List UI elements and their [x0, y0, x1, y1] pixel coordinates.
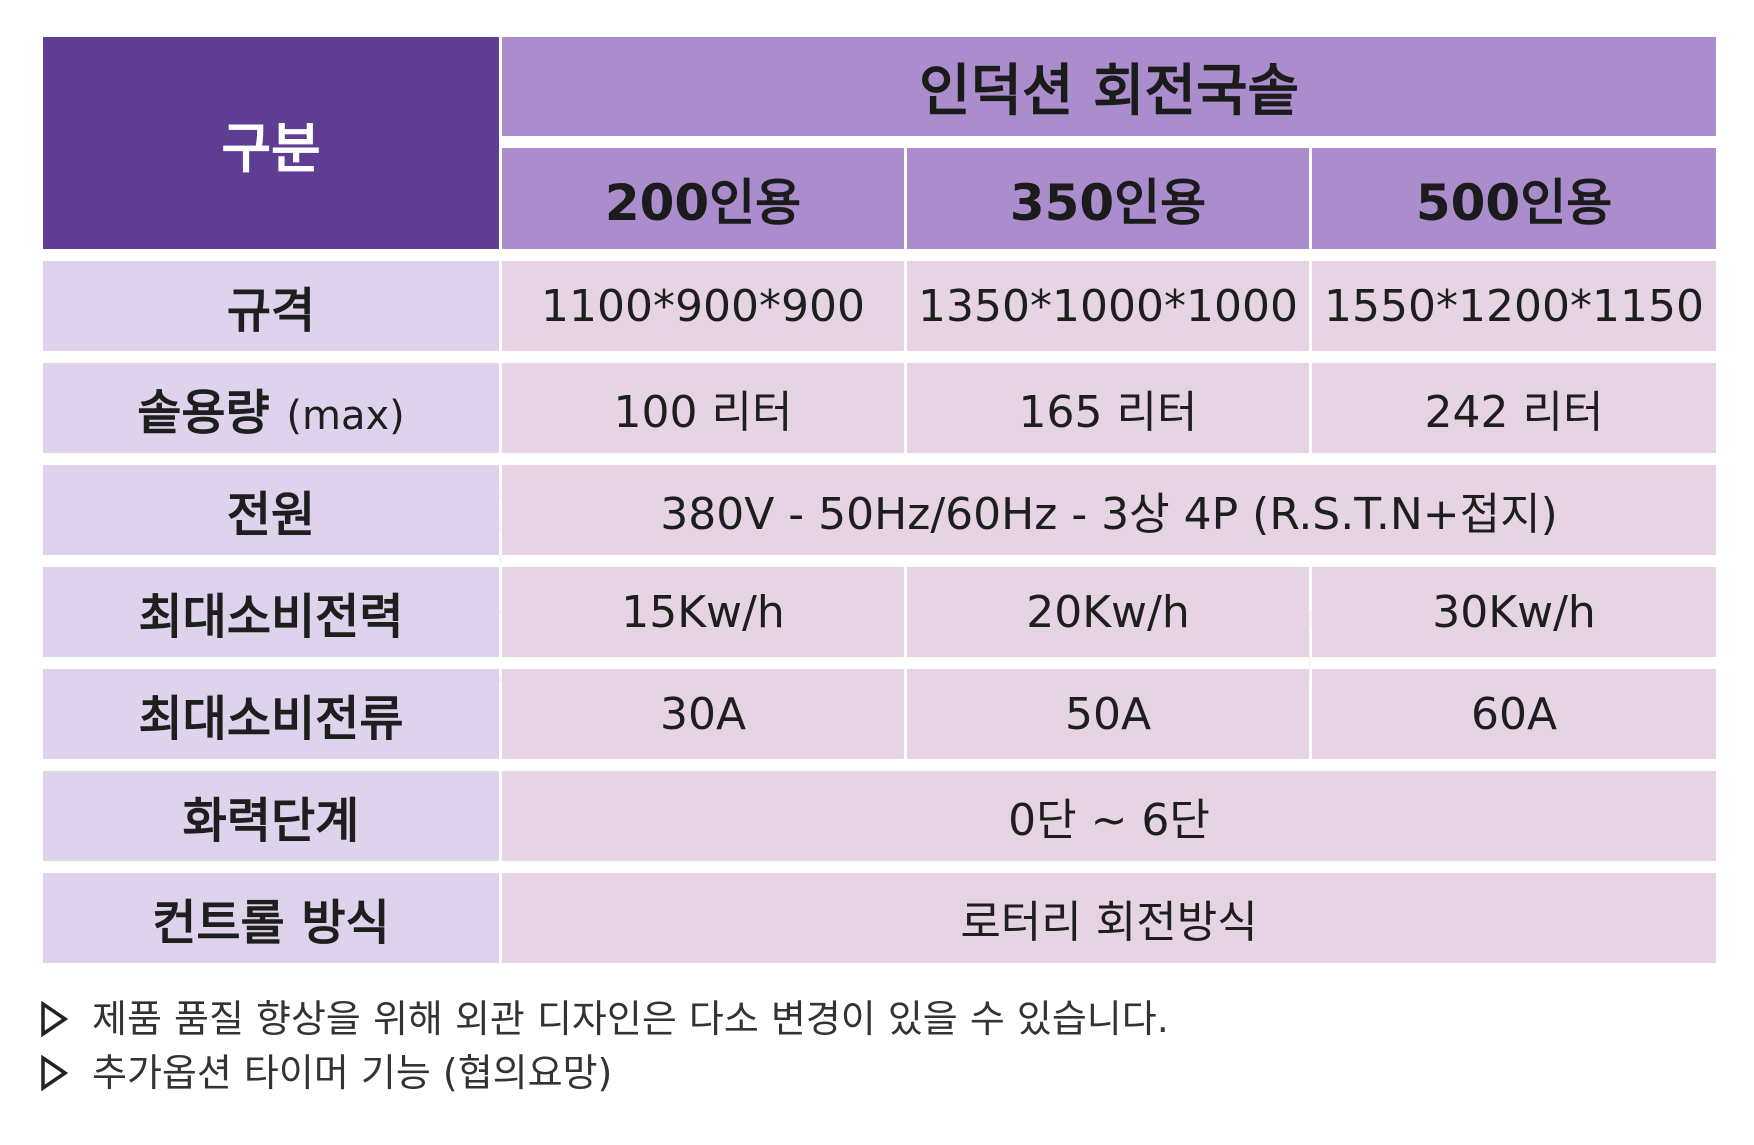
spec-table: 구분 인덕션 회전국솥 200인용 350인용 500인용 규격 1100*90… — [40, 37, 1719, 963]
value-cell: 1550*1200*1150 — [1312, 261, 1717, 363]
value-cell: 30A — [502, 669, 904, 771]
note-text: 제품 품질 향상을 위해 외관 디자인은 다소 변경이 있을 수 있습니다. — [92, 997, 1169, 1041]
value-cell: 1100*900*900 — [502, 261, 904, 363]
value-cell: 60A — [1312, 669, 1717, 771]
row-max-current: 최대소비전류 30A 50A 60A — [43, 669, 1717, 771]
row-label: 최대소비전력 — [43, 567, 499, 669]
row-label: 솥용량 — [137, 385, 270, 441]
value-cell: 15Kw/h — [502, 567, 904, 669]
table-header-row: 구분 인덕션 회전국솥 — [43, 37, 1717, 261]
row-label: 전원 — [43, 465, 499, 567]
value-cell: 20Kw/h — [907, 567, 1309, 669]
value-cell: 242 리터 — [1312, 363, 1717, 465]
triangle-right-outline-icon — [41, 1001, 68, 1037]
value-cell: 50A — [907, 669, 1309, 771]
capacity-500-cell: 500인용 — [1312, 148, 1717, 261]
capacity-200-cell: 200인용 — [502, 148, 904, 261]
triangle-right-outline-icon — [41, 1055, 68, 1091]
capacity-row: 200인용 350인용 500인용 — [43, 148, 1717, 261]
row-label: 화력단계 — [43, 771, 499, 873]
value-cell: 165 리터 — [907, 363, 1309, 465]
row-label: 최대소비전류 — [43, 669, 499, 771]
header-category-cell: 구분 — [43, 37, 499, 261]
note-item: 제품 품질 향상을 위해 외관 디자인은 다소 변경이 있을 수 있습니다. — [40, 1000, 1169, 1038]
row-max-power: 최대소비전력 15Kw/h 20Kw/h 30Kw/h — [43, 567, 1717, 669]
value-cell-merged: 로터리 회전방식 — [502, 873, 1717, 963]
value-cell-merged: 380V - 50Hz/60Hz - 3상 4P (R.S.T.N+접지) — [502, 465, 1717, 567]
value-cell-merged: 0단 ~ 6단 — [502, 771, 1717, 873]
product-title-cell: 인덕션 회전국솥 — [502, 37, 1717, 148]
value-cell: 1350*1000*1000 — [907, 261, 1309, 363]
row-dimensions: 규격 1100*900*900 1350*1000*1000 1550*1200… — [43, 261, 1717, 363]
notes: 제품 품질 향상을 위해 외관 디자인은 다소 변경이 있을 수 있습니다. 추… — [40, 1000, 1169, 1108]
row-power-supply: 전원 380V - 50Hz/60Hz - 3상 4P (R.S.T.N+접지) — [43, 465, 1717, 567]
row-label: 규격 — [43, 261, 499, 363]
row-label-cell: 솥용량 (max) — [43, 363, 499, 465]
row-control-method: 컨트롤 방식 로터리 회전방식 — [43, 873, 1717, 963]
row-heat-levels: 화력단계 0단 ~ 6단 — [43, 771, 1717, 873]
note-item: 추가옵션 타이머 기능 (협의요망) — [40, 1054, 1169, 1092]
row-label: 컨트롤 방식 — [43, 873, 499, 963]
capacity-350-cell: 350인용 — [907, 148, 1309, 261]
value-cell: 30Kw/h — [1312, 567, 1717, 669]
value-cell: 100 리터 — [502, 363, 904, 465]
row-label-suffix: (max) — [286, 393, 405, 439]
note-text: 추가옵션 타이머 기능 (협의요망) — [92, 1051, 613, 1095]
row-pot-capacity: 솥용량 (max) 100 리터 165 리터 242 리터 — [43, 363, 1717, 465]
